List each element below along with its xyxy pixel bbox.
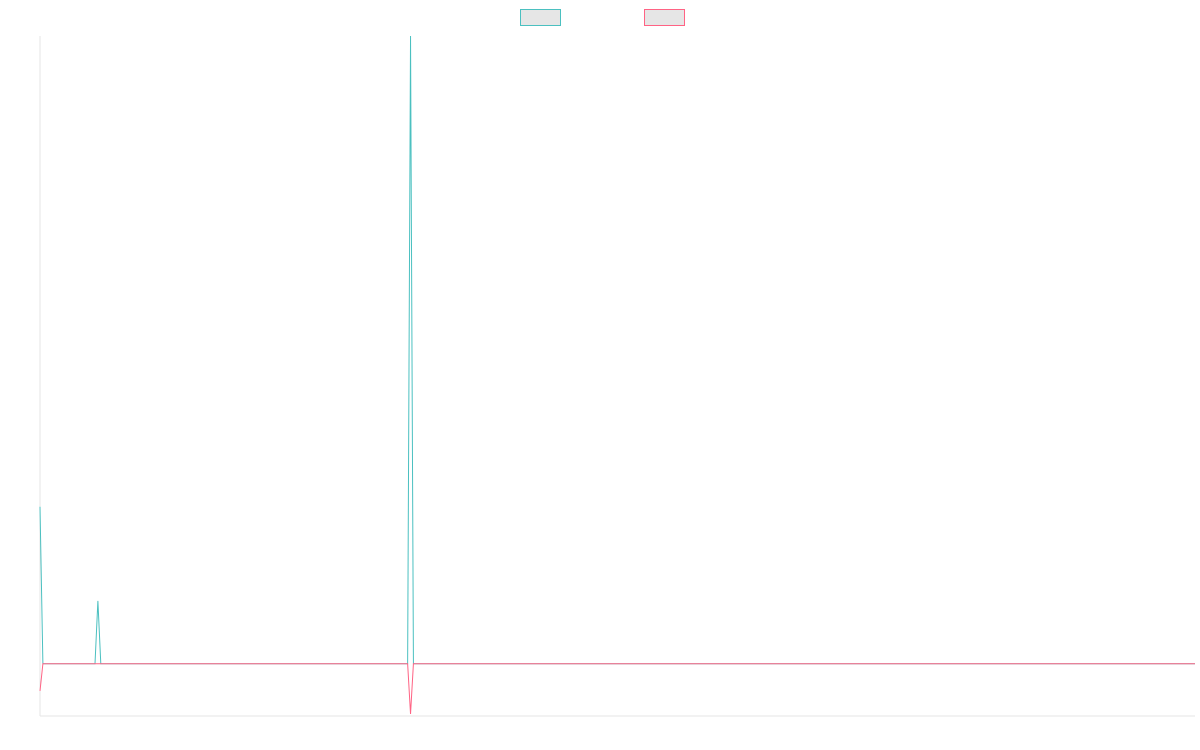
chart-series-lines — [39, 35, 1195, 714]
legend-swatch-1[interactable] — [520, 9, 561, 26]
chart-axes — [39, 36, 1195, 717]
series-line-2 — [39, 663, 1195, 714]
series-line-1 — [39, 35, 1195, 665]
chart-legend[interactable] — [520, 9, 685, 26]
legend-swatch-2[interactable] — [644, 9, 685, 26]
